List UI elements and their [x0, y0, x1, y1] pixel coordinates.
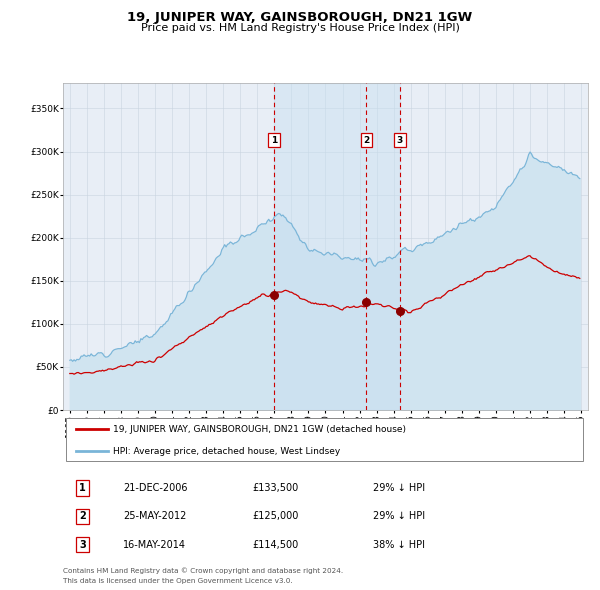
Text: 3: 3	[79, 540, 86, 549]
Text: £125,000: £125,000	[252, 512, 298, 521]
Text: Contains HM Land Registry data © Crown copyright and database right 2024.: Contains HM Land Registry data © Crown c…	[63, 568, 343, 574]
Text: 1: 1	[271, 136, 277, 145]
Text: HPI: Average price, detached house, West Lindsey: HPI: Average price, detached house, West…	[113, 447, 340, 456]
Text: £114,500: £114,500	[252, 540, 298, 549]
Text: 3: 3	[397, 136, 403, 145]
Text: Price paid vs. HM Land Registry's House Price Index (HPI): Price paid vs. HM Land Registry's House …	[140, 23, 460, 33]
Text: 25-MAY-2012: 25-MAY-2012	[124, 512, 187, 521]
Text: 2: 2	[363, 136, 370, 145]
Text: 19, JUNIPER WAY, GAINSBOROUGH, DN21 1GW: 19, JUNIPER WAY, GAINSBOROUGH, DN21 1GW	[127, 11, 473, 24]
FancyBboxPatch shape	[65, 418, 583, 461]
Text: 29% ↓ HPI: 29% ↓ HPI	[373, 512, 425, 521]
Text: £133,500: £133,500	[252, 483, 298, 493]
Text: This data is licensed under the Open Government Licence v3.0.: This data is licensed under the Open Gov…	[63, 578, 293, 584]
Text: 2: 2	[79, 512, 86, 521]
Text: 1: 1	[79, 483, 86, 493]
Text: 21-DEC-2006: 21-DEC-2006	[124, 483, 188, 493]
Bar	[274, 83, 400, 410]
Text: 38% ↓ HPI: 38% ↓ HPI	[373, 540, 425, 549]
Text: 16-MAY-2014: 16-MAY-2014	[124, 540, 187, 549]
Text: 29% ↓ HPI: 29% ↓ HPI	[373, 483, 425, 493]
Text: 19, JUNIPER WAY, GAINSBOROUGH, DN21 1GW (detached house): 19, JUNIPER WAY, GAINSBOROUGH, DN21 1GW …	[113, 425, 406, 434]
